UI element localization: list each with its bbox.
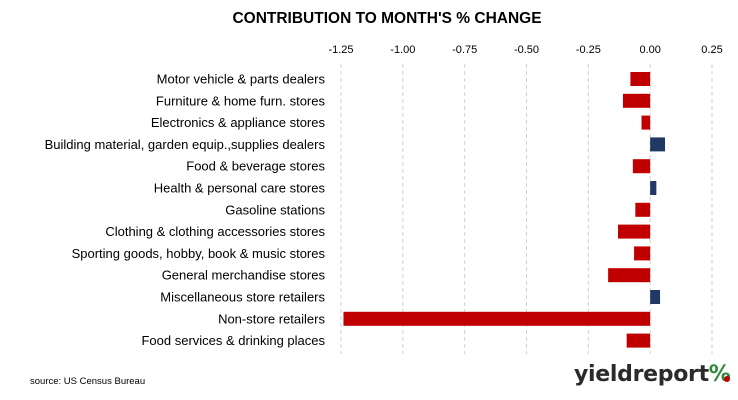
- x-tick-label: 0.25: [701, 44, 722, 56]
- bar: [650, 137, 666, 152]
- x-tick-label: -0.50: [514, 44, 539, 56]
- category-label: Food & beverage stores: [186, 159, 325, 174]
- x-tick-label: -0.75: [452, 44, 477, 56]
- category-label: Motor vehicle & parts dealers: [157, 72, 326, 87]
- yieldreport-logo: yieldreport%: [574, 362, 731, 387]
- category-label: Sporting goods, hobby, book & music stor…: [72, 246, 326, 261]
- category-label: Gasoline stations: [225, 202, 325, 217]
- bar: [618, 224, 651, 239]
- x-tick-label: -0.25: [576, 44, 601, 56]
- source-note: source: US Census Bureau: [30, 376, 146, 387]
- category-label: General merchandise stores: [162, 268, 326, 283]
- chart-title: CONTRIBUTION TO MONTH'S % CHANGE: [232, 10, 542, 27]
- bar: [635, 202, 651, 217]
- category-label: Non-store retailers: [218, 311, 325, 326]
- bar: [626, 333, 651, 348]
- category-label: Health & personal care stores: [154, 181, 326, 196]
- bar: [634, 246, 651, 261]
- bar: [608, 268, 651, 283]
- bar: [650, 181, 657, 195]
- bar: [650, 290, 661, 304]
- bar: [632, 159, 651, 174]
- category-label: Electronics & appliance stores: [151, 115, 326, 130]
- category-label: Building material, garden equip.,supplie…: [45, 137, 326, 152]
- category-label: Clothing & clothing accessories stores: [105, 224, 325, 239]
- bar: [630, 72, 651, 86]
- category-label: Food services & drinking places: [141, 333, 325, 348]
- x-tick-label: -1.00: [390, 44, 415, 56]
- brand-percent-icon: %: [708, 362, 731, 387]
- brand-text: yieldreport: [574, 362, 709, 387]
- bar: [622, 93, 651, 108]
- category-label: Miscellaneous store retailers: [160, 290, 325, 305]
- bar: [343, 311, 651, 326]
- category-label: Furniture & home furn. stores: [156, 93, 326, 108]
- x-tick-label: -1.25: [328, 44, 353, 56]
- bar: [641, 115, 651, 130]
- x-tick-label: 0.00: [639, 44, 660, 56]
